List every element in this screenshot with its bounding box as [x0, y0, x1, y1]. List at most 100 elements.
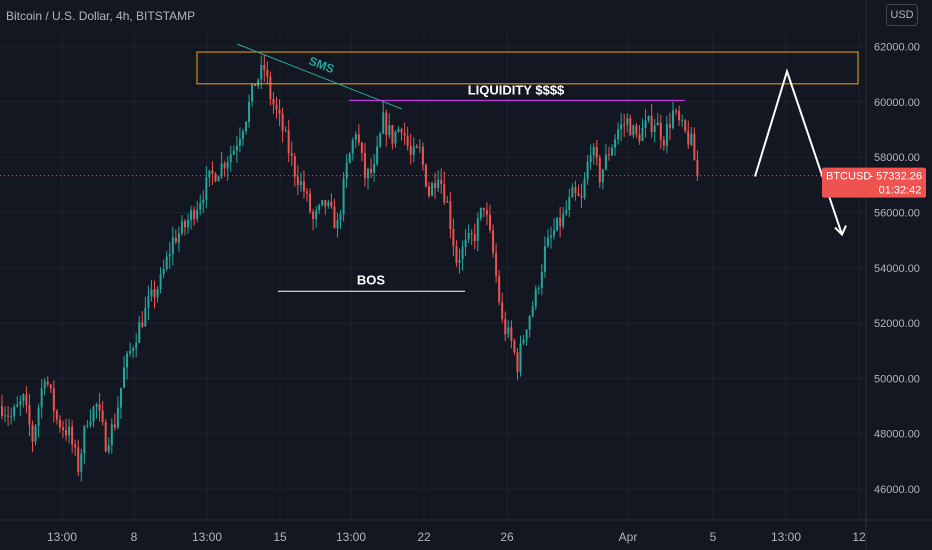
- candle-body: [4, 415, 7, 417]
- price-tag-symbol: BTCUSD: [826, 171, 871, 183]
- chart-title: Bitcoin / U.S. Dollar, 4h, BITSTAMP: [6, 9, 196, 23]
- candle-body: [269, 76, 272, 100]
- candle-body: [501, 302, 504, 320]
- candle-body: [43, 381, 46, 389]
- candle-body: [452, 228, 455, 246]
- y-tick-label: 50000.00: [874, 373, 920, 385]
- candle-body: [415, 146, 418, 148]
- candle-body: [540, 271, 543, 288]
- candle-body: [126, 353, 129, 368]
- candle-body: [104, 422, 107, 452]
- candle-body: [28, 405, 31, 425]
- projection-arrowhead: [834, 225, 847, 237]
- candle-body: [7, 415, 10, 417]
- candle-body: [382, 112, 385, 134]
- candle-body: [232, 150, 235, 155]
- candle-body: [290, 153, 293, 156]
- candle-body: [559, 217, 562, 227]
- x-tick-label: 5: [710, 530, 717, 544]
- candle-body: [162, 268, 165, 275]
- y-tick-label: 58000.00: [874, 152, 920, 164]
- candle-body: [537, 287, 540, 289]
- candle-body: [553, 230, 556, 236]
- candle-body: [263, 65, 266, 70]
- x-tick-label: Apr: [619, 530, 638, 544]
- candle-body: [248, 101, 251, 123]
- candle-body: [208, 170, 211, 178]
- candle-body: [159, 274, 162, 290]
- candle-body: [241, 131, 244, 139]
- y-tick-label: 56000.00: [874, 207, 920, 219]
- candle-body: [635, 125, 638, 135]
- candle-body: [16, 404, 19, 407]
- candle-body: [363, 152, 366, 179]
- candle-body: [693, 133, 696, 161]
- candle-body: [653, 125, 656, 132]
- candle-body: [504, 319, 507, 335]
- candle-body: [245, 122, 247, 132]
- candle-body: [681, 120, 684, 122]
- candle-body: [220, 163, 223, 177]
- candle-body: [641, 127, 644, 142]
- candle-body: [421, 147, 424, 165]
- price-tag: BTCUSD- 57332.26 01:32:42: [822, 167, 926, 198]
- candle-body: [598, 157, 601, 183]
- candle-body: [55, 411, 58, 420]
- candle-body: [626, 118, 629, 125]
- candle-body: [281, 113, 284, 131]
- candle-body: [19, 401, 22, 405]
- candle-body: [62, 427, 64, 431]
- candle-body: [272, 99, 275, 105]
- currency-button[interactable]: USD: [886, 4, 918, 26]
- candle-body: [86, 425, 89, 427]
- x-tick-label: 8: [131, 530, 138, 544]
- candle-body: [400, 128, 403, 133]
- candle-body: [238, 138, 241, 146]
- candle-body: [376, 146, 379, 164]
- candle-body: [379, 133, 382, 147]
- y-tick-label: 54000.00: [874, 263, 920, 275]
- candle-body: [534, 288, 537, 307]
- candle-body: [473, 234, 476, 242]
- candle-body: [525, 329, 528, 340]
- candle-body: [10, 416, 13, 418]
- candle-body: [302, 181, 305, 192]
- candle-body: [217, 176, 220, 182]
- candle-body: [138, 322, 141, 343]
- candle-body: [345, 162, 348, 179]
- candle-body: [656, 122, 659, 126]
- candle-body: [492, 230, 495, 253]
- candle-body: [123, 367, 125, 388]
- candle-body: [571, 187, 574, 198]
- candle-body: [156, 289, 159, 298]
- candle-body: [327, 201, 330, 207]
- candle-body: [592, 146, 595, 156]
- candle-body: [586, 161, 589, 180]
- x-tick-label: 13:00: [336, 530, 366, 544]
- candle-body: [101, 410, 104, 423]
- candle-body: [251, 83, 254, 102]
- candle-body: [113, 424, 116, 428]
- candle-body: [565, 209, 568, 214]
- candle-body: [604, 154, 607, 170]
- candle-body: [287, 130, 290, 154]
- candle-body: [339, 214, 342, 221]
- candle-body: [284, 130, 287, 132]
- candle-body: [184, 221, 186, 228]
- candle-body: [531, 306, 534, 317]
- candle-body: [403, 132, 406, 136]
- candle-body: [333, 206, 336, 229]
- candle-body: [672, 110, 674, 128]
- candle-body: [330, 201, 333, 207]
- candle-body: [354, 134, 357, 141]
- candle-body: [357, 134, 360, 143]
- candle-body: [367, 168, 369, 179]
- candle-body: [617, 129, 620, 140]
- candle-body: [177, 233, 180, 243]
- candle-body: [550, 235, 552, 238]
- candle-body: [257, 79, 260, 87]
- candle-body: [187, 220, 190, 228]
